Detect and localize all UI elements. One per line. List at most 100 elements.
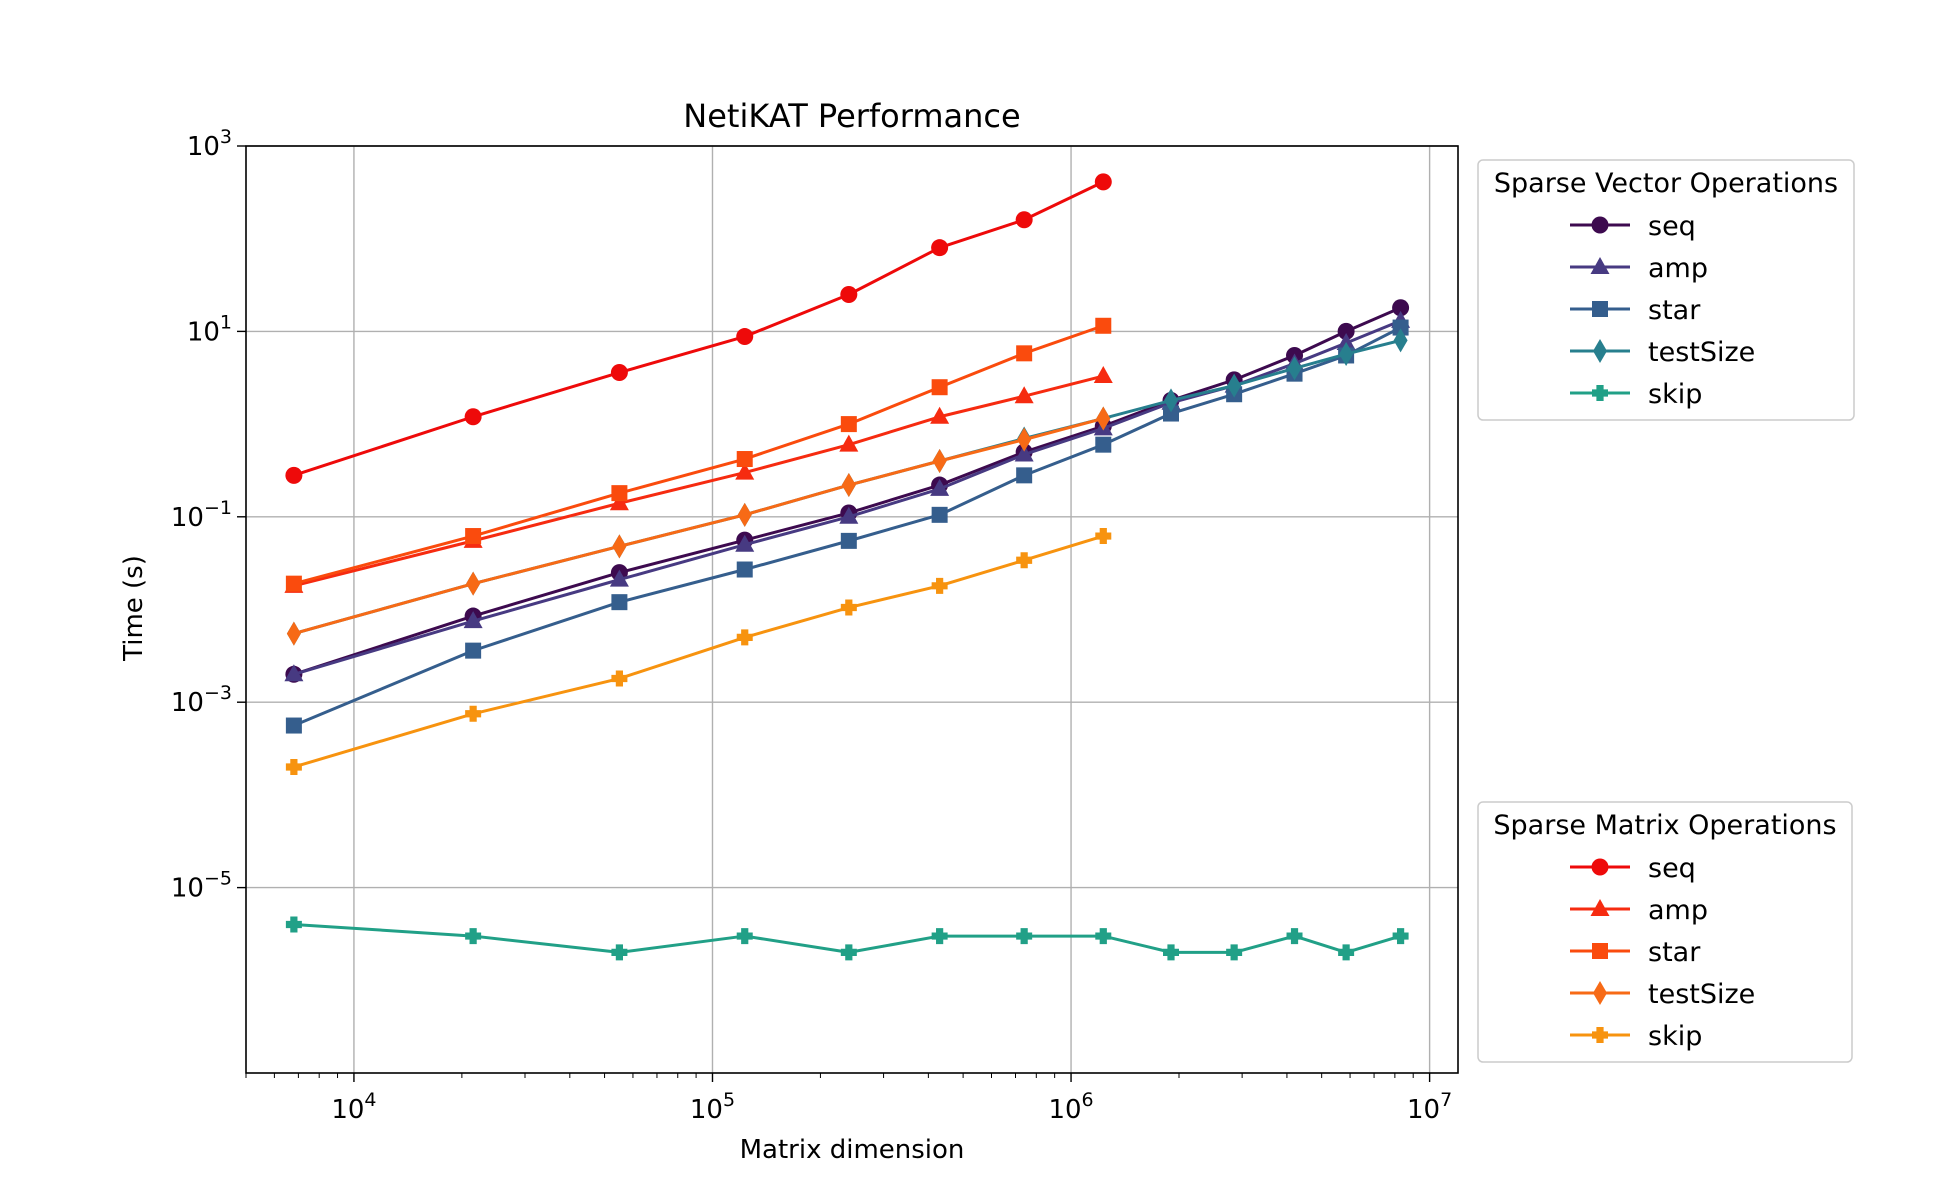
data-point [1226, 944, 1243, 961]
series-sparse-matrix-operations-seq [285, 173, 1112, 484]
plot-frame [245, 145, 1459, 1074]
data-point [284, 664, 304, 682]
legend-marker [1591, 858, 1609, 876]
data-point [736, 629, 753, 646]
data-point [930, 478, 950, 496]
data-point [736, 451, 753, 468]
data-point [737, 502, 752, 527]
chart-title: NetiKAT Performance [683, 97, 1020, 135]
legend-title: Sparse Matrix Operations [1493, 810, 1836, 841]
series-sparse-vector-operations-skip [285, 916, 1409, 961]
data-point [1016, 552, 1033, 569]
data-point [286, 621, 301, 646]
data-point [611, 485, 628, 502]
legend-label: amp [1648, 253, 1708, 284]
data-point [1017, 427, 1032, 452]
data-point [735, 534, 755, 552]
legend-label: seq [1648, 211, 1696, 242]
data-point [840, 944, 857, 961]
y-tick-label: 103 [187, 126, 232, 162]
series-line [293, 374, 1104, 588]
legend-entry: star [1570, 937, 1701, 968]
data-point [611, 944, 628, 961]
data-point [1392, 319, 1409, 336]
data-point [1095, 436, 1112, 453]
data-point [840, 416, 857, 433]
legend-marker [1591, 216, 1609, 234]
data-point [285, 575, 302, 592]
data-point [931, 379, 948, 396]
legend-entry: skip [1570, 1021, 1702, 1052]
data-point [1095, 928, 1112, 945]
legend-label: star [1648, 937, 1701, 968]
data-point [1095, 317, 1112, 334]
legend-marker [1590, 257, 1610, 274]
series-sparse-matrix-operations-star [285, 317, 1112, 592]
legend-label: amp [1648, 895, 1708, 926]
data-point [285, 916, 302, 933]
data-point [285, 466, 303, 484]
series-sparse-matrix-operations-skip [285, 528, 1112, 775]
legend-label: skip [1648, 1021, 1702, 1052]
data-point [465, 642, 482, 659]
data-point [1339, 342, 1354, 367]
x-tick-label: 107 [1407, 1089, 1452, 1125]
data-point [1338, 944, 1355, 961]
data-point [610, 364, 628, 382]
series-line [293, 180, 1104, 477]
data-point [1095, 528, 1112, 545]
data-point [466, 571, 481, 596]
legend-entry: amp [1570, 895, 1708, 926]
data-point [465, 705, 482, 722]
data-point [1337, 322, 1355, 340]
y-axis-label: Time (s) [119, 555, 149, 662]
data-point [839, 434, 859, 452]
data-point [285, 758, 302, 775]
data-point [609, 569, 629, 587]
data-point [465, 928, 482, 945]
data-point [840, 532, 857, 549]
data-point [840, 286, 858, 304]
legends: Sparse Vector Operations seq amp star testSi… [1477, 159, 1855, 1063]
data-point [736, 561, 753, 578]
data-point [612, 534, 627, 559]
data-point [1336, 332, 1356, 350]
y-tick-label: 10−1 [171, 497, 232, 533]
data-point [1392, 928, 1409, 945]
x-tick-label: 106 [1048, 1089, 1093, 1125]
x-tick-label: 105 [690, 1089, 735, 1125]
x-axis-label: Matrix dimension [740, 1135, 965, 1165]
data-point [1227, 373, 1242, 398]
legend-entry: seq [1570, 211, 1696, 242]
data-point [1163, 944, 1180, 961]
data-point [609, 493, 629, 511]
x-tick-label: 104 [331, 1089, 376, 1125]
data-point [1093, 366, 1113, 384]
data-point [1096, 406, 1111, 431]
legend-entry: star [1570, 295, 1701, 326]
data-point [464, 408, 482, 426]
legend-marker [1592, 1027, 1608, 1043]
series-layer [284, 173, 1411, 961]
legend-marker [1592, 385, 1608, 401]
legend-label: testSize [1648, 979, 1755, 1010]
legend-marker [1592, 943, 1608, 959]
data-point [931, 239, 949, 257]
legend-marker [1592, 301, 1608, 317]
ticks: 104 105 106 107 103 101 10−1 10−3 10−5 [171, 126, 1452, 1125]
data-point [1016, 928, 1033, 945]
data-point [736, 928, 753, 945]
data-point [285, 717, 302, 734]
data-point [932, 448, 947, 473]
data-point [463, 611, 483, 629]
data-point [1286, 928, 1303, 945]
data-point [1015, 211, 1033, 229]
legend-matrix: Sparse Matrix Operations seq amp star testSi… [1477, 801, 1853, 1063]
series-line [293, 534, 1104, 769]
data-point [931, 506, 948, 523]
series-line [293, 417, 1104, 636]
data-point [736, 328, 754, 346]
data-point [931, 928, 948, 945]
legend-entry: skip [1570, 379, 1702, 410]
data-point [930, 406, 950, 424]
